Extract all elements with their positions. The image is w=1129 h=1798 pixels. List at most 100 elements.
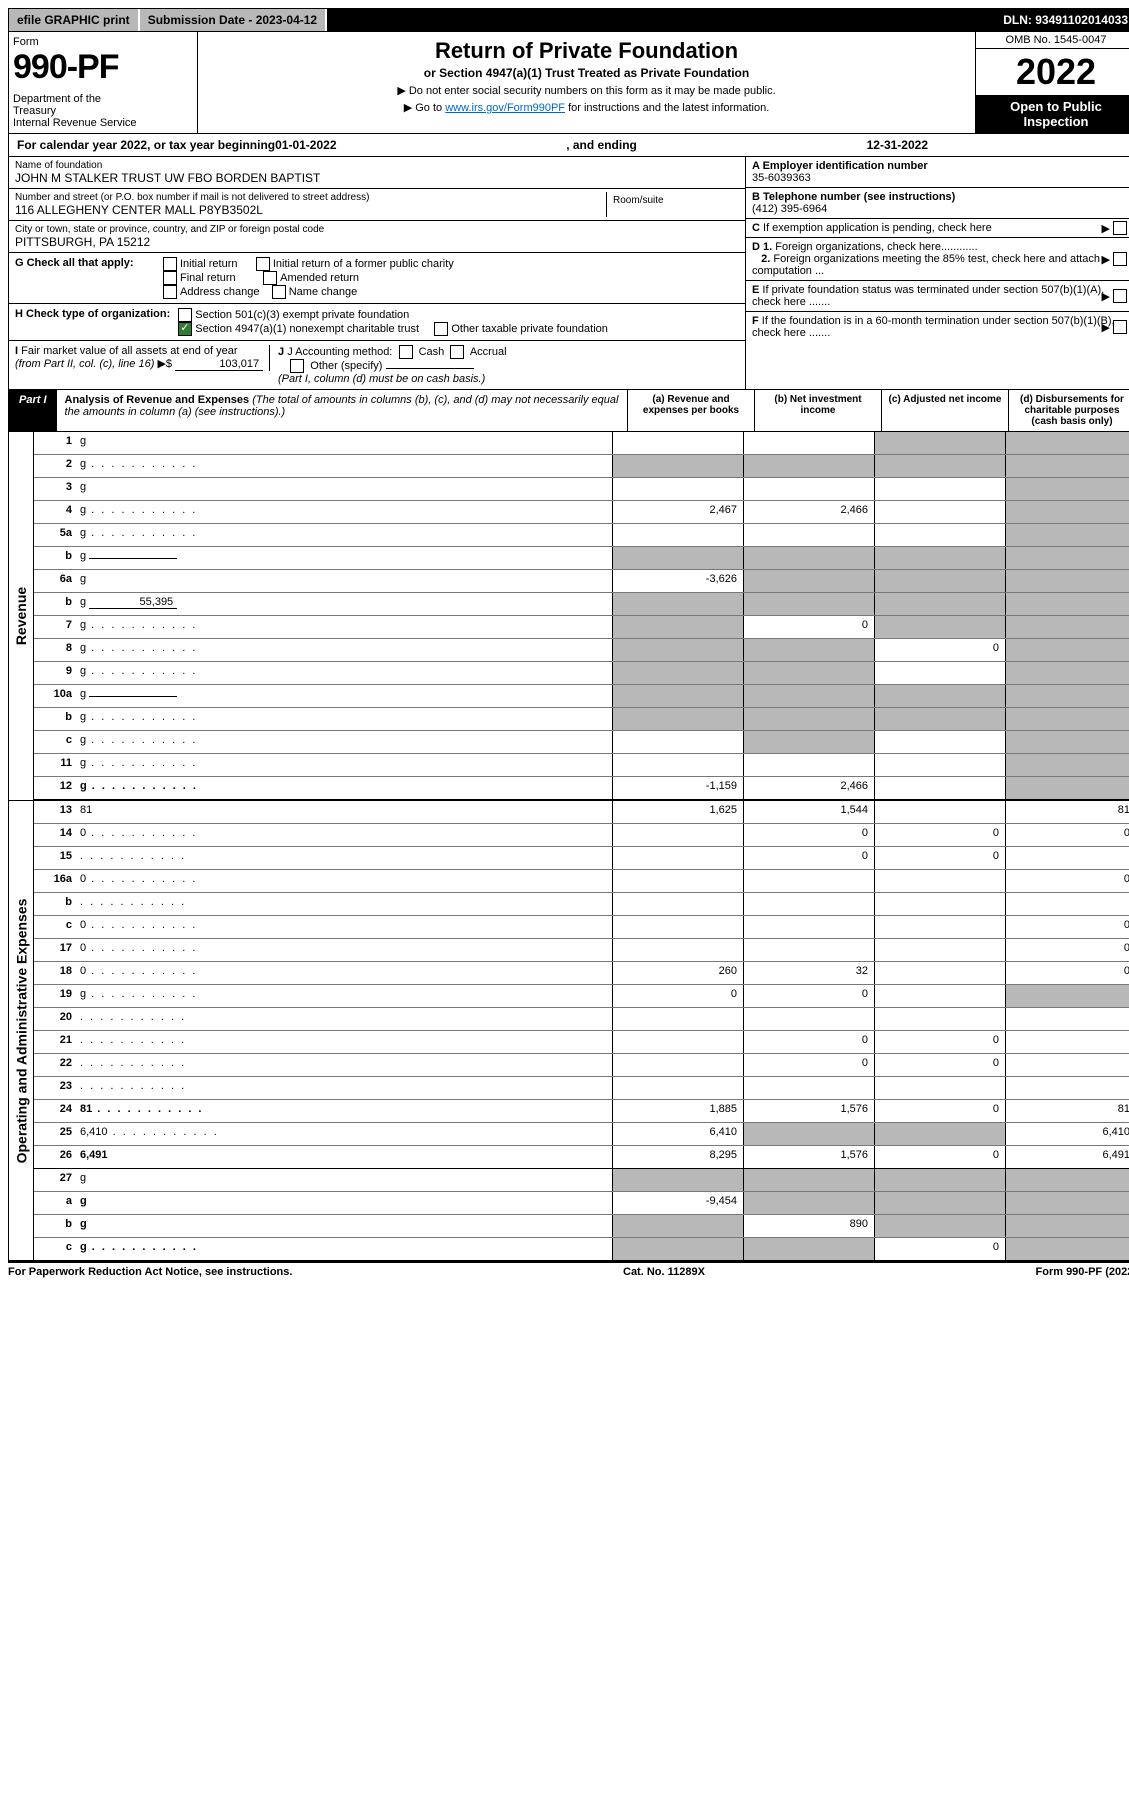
line-description: g xyxy=(76,501,612,523)
phone-cell: B Telephone number (see instructions) (4… xyxy=(746,188,1129,219)
value-cell xyxy=(612,455,743,477)
value-cell: -1,159 xyxy=(612,777,743,799)
value-cell: 0 xyxy=(743,616,874,638)
value-cell xyxy=(743,1192,874,1214)
line-description: g xyxy=(76,754,612,776)
line-description: g xyxy=(76,708,612,730)
cb-cash[interactable] xyxy=(399,345,413,359)
value-cell xyxy=(612,593,743,615)
value-cell: 0 xyxy=(874,1054,1005,1076)
submission-date: Submission Date - 2023-04-12 xyxy=(140,9,327,31)
col-c-header: (c) Adjusted net income xyxy=(882,390,1009,431)
value-cell xyxy=(1005,1077,1129,1099)
city-cell: City or town, state or province, country… xyxy=(9,221,745,253)
dept-label: Department of theTreasuryInternal Revenu… xyxy=(13,93,193,129)
line-number: 9 xyxy=(34,662,76,684)
cb-final-return[interactable] xyxy=(163,271,177,285)
value-cell xyxy=(874,893,1005,915)
fmv-value: 103,017 xyxy=(175,358,263,371)
cb-name-change[interactable] xyxy=(272,285,286,299)
header-center: Return of Private Foundation or Section … xyxy=(198,32,975,133)
header-left: Form 990-PF Department of theTreasuryInt… xyxy=(9,32,198,133)
line-description: g xyxy=(76,547,612,569)
value-cell xyxy=(874,1215,1005,1237)
value-cell xyxy=(1005,478,1129,500)
value-cell xyxy=(874,478,1005,500)
value-cell xyxy=(1005,639,1129,661)
irs-link[interactable]: www.irs.gov/Form990PF xyxy=(445,102,565,114)
line-number: 8 xyxy=(34,639,76,661)
table-row: 2g xyxy=(34,455,1129,478)
cb-60month[interactable] xyxy=(1113,320,1127,334)
table-row: 16a00 xyxy=(34,870,1129,893)
cb-4947[interactable] xyxy=(178,322,192,336)
value-cell xyxy=(743,524,874,546)
cb-amended[interactable] xyxy=(263,271,277,285)
line-description: 0 xyxy=(76,939,612,961)
value-cell xyxy=(1005,1215,1129,1237)
value-cell xyxy=(743,731,874,753)
table-row: 1700 xyxy=(34,939,1129,962)
line-number: 17 xyxy=(34,939,76,961)
cb-initial-former[interactable] xyxy=(256,257,270,271)
part1-header: Part I Analysis of Revenue and Expenses … xyxy=(8,390,1129,432)
line-description: g xyxy=(76,777,612,799)
table-row: 27g xyxy=(34,1169,1129,1192)
value-cell xyxy=(874,939,1005,961)
cb-other-method[interactable] xyxy=(290,359,304,373)
value-cell xyxy=(743,939,874,961)
value-cell: 2,466 xyxy=(743,501,874,523)
line-number: 27 xyxy=(34,1169,76,1191)
expenses-side-label: Operating and Administrative Expenses xyxy=(9,801,34,1260)
line-number: 7 xyxy=(34,616,76,638)
table-row: 8g0 xyxy=(34,639,1129,662)
line-number: 5a xyxy=(34,524,76,546)
cb-accrual[interactable] xyxy=(450,345,464,359)
line-description: g xyxy=(76,1192,612,1214)
omb-number: OMB No. 1545-0047 xyxy=(976,32,1129,49)
line-description: g xyxy=(76,1169,612,1191)
value-cell xyxy=(874,547,1005,569)
value-cell: 0 xyxy=(1005,939,1129,961)
table-row: bg890 xyxy=(34,1215,1129,1238)
value-cell: 81 xyxy=(1005,801,1129,823)
value-cell xyxy=(1005,593,1129,615)
value-cell xyxy=(743,547,874,569)
value-cell: 0 xyxy=(1005,962,1129,984)
line-number: 11 xyxy=(34,754,76,776)
line-description: 81 xyxy=(76,1100,612,1122)
cb-initial-return[interactable] xyxy=(163,257,177,271)
info-block: Name of foundation JOHN M STALKER TRUST … xyxy=(8,157,1129,390)
value-cell xyxy=(612,478,743,500)
street-address: 116 ALLEGHENY CENTER MALL P8YB3502L xyxy=(15,203,606,217)
cb-exemption-pending[interactable] xyxy=(1113,221,1127,235)
value-cell: 1,544 xyxy=(743,801,874,823)
value-cell xyxy=(874,777,1005,799)
g-check-row: G Check all that apply: Initial return I… xyxy=(9,253,745,304)
cb-other-taxable[interactable] xyxy=(434,322,448,336)
cb-terminated[interactable] xyxy=(1113,289,1127,303)
value-cell xyxy=(1005,708,1129,730)
ein-cell: A Employer identification number 35-6039… xyxy=(746,157,1129,188)
value-cell xyxy=(1005,432,1129,454)
value-cell: 81 xyxy=(1005,1100,1129,1122)
value-cell xyxy=(874,501,1005,523)
cb-foreign-85[interactable] xyxy=(1113,252,1127,266)
line-description: 6,491 xyxy=(76,1146,612,1168)
cb-501c3[interactable] xyxy=(178,308,192,322)
value-cell xyxy=(1005,662,1129,684)
cb-addr-change[interactable] xyxy=(163,285,177,299)
value-cell: 1,625 xyxy=(612,801,743,823)
year-begin: 01-01-2022 xyxy=(275,138,336,152)
d-cell: D 1. Foreign organizations, check here..… xyxy=(746,238,1129,281)
value-cell xyxy=(612,524,743,546)
value-cell xyxy=(743,432,874,454)
value-cell xyxy=(1005,1031,1129,1053)
table-row: 19g00 xyxy=(34,985,1129,1008)
value-cell xyxy=(1005,547,1129,569)
value-cell xyxy=(743,593,874,615)
value-cell xyxy=(874,731,1005,753)
value-cell xyxy=(743,916,874,938)
value-cell: 1,576 xyxy=(743,1100,874,1122)
form-subtitle: or Section 4947(a)(1) Trust Treated as P… xyxy=(204,66,969,80)
